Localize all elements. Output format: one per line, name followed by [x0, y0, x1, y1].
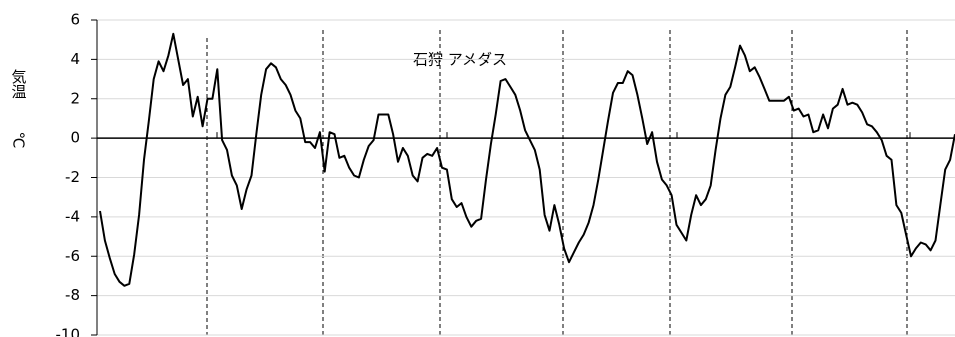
y-tick-label: -8 [65, 286, 80, 304]
y-tick-label: 2 [70, 89, 80, 107]
y-axis-label: 気温 [10, 69, 28, 99]
y-tick-label: -6 [65, 247, 80, 265]
y-tick-label: 6 [70, 11, 80, 29]
y-tick-label: -4 [65, 207, 80, 225]
y-tick-label: -2 [65, 168, 80, 186]
y-tick-label: -10 [56, 326, 81, 337]
y-tick-label: 4 [70, 50, 80, 68]
day-dividers [206, 30, 908, 335]
y-tick-label: 0 [70, 129, 80, 147]
temperature-line [99, 32, 955, 287]
y-axis-unit: ℃ [10, 132, 28, 149]
